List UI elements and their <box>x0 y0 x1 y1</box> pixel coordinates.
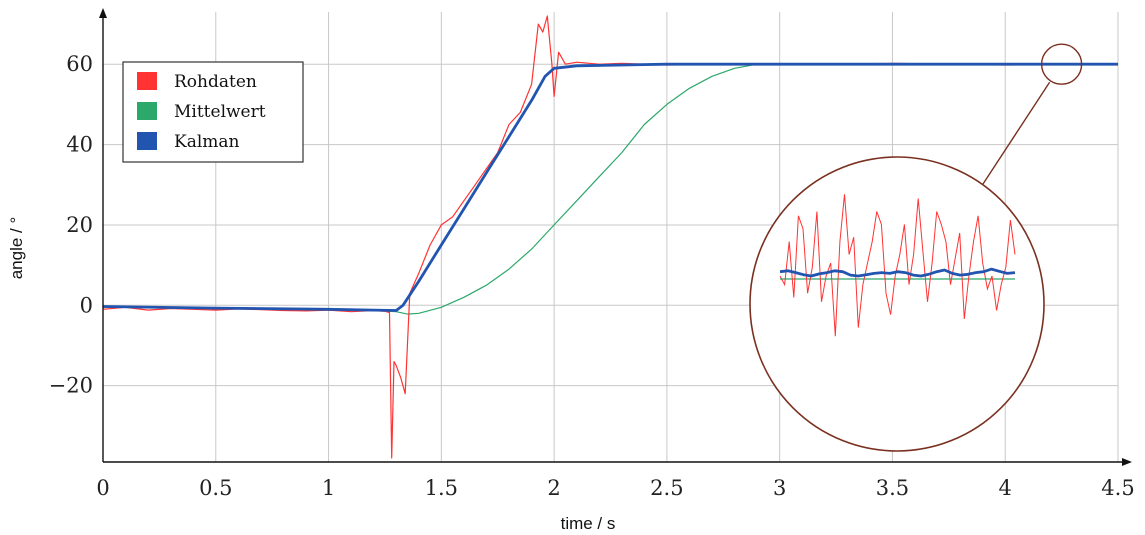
series-lines <box>102 15 1119 459</box>
legend-label-mittelwert: Mittelwert <box>174 102 266 122</box>
x-tick-label: 2 <box>547 476 560 500</box>
x-tick-label: 3.5 <box>876 476 909 500</box>
zoom-inset <box>749 43 1083 452</box>
x-tick-label: 0 <box>96 476 109 500</box>
inset-rohdaten-line <box>779 194 1016 337</box>
legend-label-rohdaten: Rohdaten <box>174 72 257 92</box>
y-tick-label: 60 <box>66 52 93 76</box>
x-tick-label: 4 <box>999 476 1012 500</box>
x-tick-label: 4.5 <box>1101 476 1134 500</box>
legend: Rohdaten Mittelwert Kalman <box>122 61 304 163</box>
y-tick-label: −20 <box>49 374 93 398</box>
x-tick-label: 1 <box>322 476 335 500</box>
x-tick-label: 2.5 <box>650 476 683 500</box>
y-tick-labels: −20 0 20 40 60 <box>49 52 93 397</box>
legend-swatch-rohdaten <box>137 72 157 90</box>
legend-label-kalman: Kalman <box>174 132 240 152</box>
y-tick-label: 0 <box>80 293 93 317</box>
y-axis-arrow <box>99 8 107 18</box>
x-axis-label: time / s <box>561 514 616 533</box>
x-axis-arrow <box>1122 458 1132 466</box>
series-line-rohdaten <box>102 15 1119 459</box>
x-tick-label: 0.5 <box>199 476 232 500</box>
legend-swatch-kalman <box>137 132 157 150</box>
zoom-source-circle <box>1040 43 1083 85</box>
axes <box>99 8 1132 466</box>
x-tick-label: 3 <box>773 476 786 500</box>
x-tick-labels: 0 0.5 1 1.5 2 2.5 3 3.5 4 4.5 <box>96 476 1134 500</box>
inset-kalman-line <box>779 267 1016 278</box>
y-tick-label: 20 <box>66 213 93 237</box>
zoom-connector <box>982 81 1051 185</box>
zoom-circle <box>749 156 1045 452</box>
x-tick-label: 1.5 <box>425 476 458 500</box>
y-axis-label: angle / ° <box>7 217 26 280</box>
series-line-kalman <box>102 62 1118 312</box>
y-tick-label: 40 <box>66 133 93 157</box>
legend-swatch-mittelwert <box>137 102 157 120</box>
